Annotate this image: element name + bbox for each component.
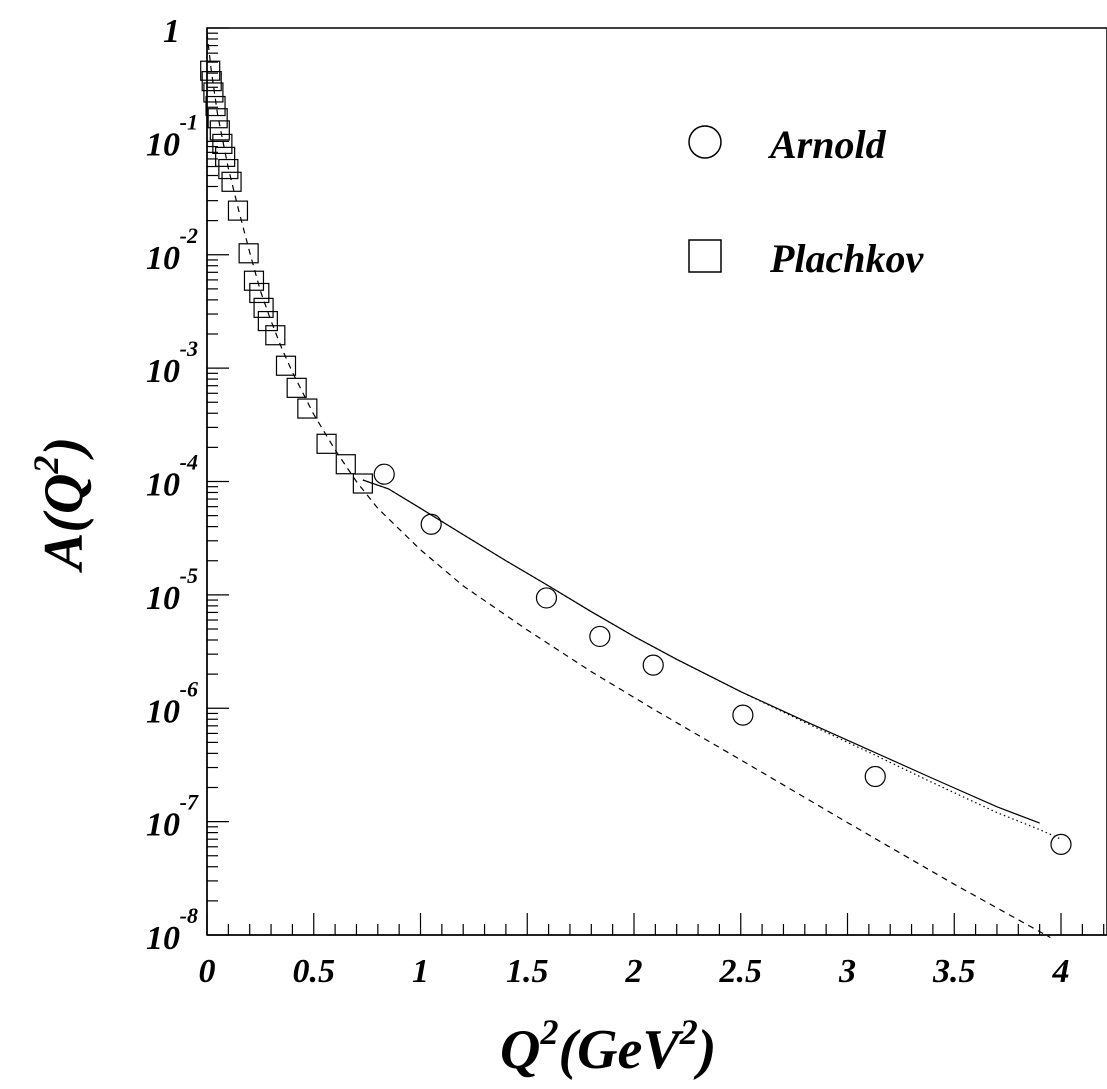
point-plachkov [205, 95, 226, 117]
point-plachkov [212, 133, 233, 155]
point-plachkov [207, 108, 228, 129]
y-tick-exponent: -8 [180, 903, 198, 928]
y-tick-exponent: -7 [180, 790, 199, 815]
y-tick-label: 10 [146, 693, 180, 730]
legend-marker-square [688, 239, 722, 273]
y-tick-label: 10 [146, 807, 180, 844]
x-axis-title: Q2(GeV2) [500, 1012, 716, 1081]
point-plachkov [352, 473, 373, 494]
y-tick-label: 10 [146, 580, 180, 617]
point-plachkov [221, 171, 242, 192]
tick-labels: 0 0.5 1 1.5 2 2.5 3 3.5 4110-110-210-310-410-510… [146, 13, 1070, 990]
point-plachkov [286, 377, 307, 398]
point-plachkov [238, 243, 259, 264]
point-arnold [864, 765, 886, 788]
model-curves [206, 33, 1062, 939]
point-plachkov [209, 120, 230, 141]
axis-ticks [206, 27, 1107, 936]
y-tick-exponent: -5 [180, 563, 198, 588]
point-plachkov [218, 158, 239, 180]
y-tick-label: 10 [146, 126, 180, 163]
point-plachkov [297, 398, 318, 419]
plot-frame [206, 27, 1107, 936]
point-plachkov [316, 433, 337, 454]
x-tick-label: 0 [199, 953, 216, 990]
y-tick-label: 10 [146, 240, 180, 277]
point-arnold [535, 587, 558, 609]
point-plachkov [243, 270, 265, 291]
point-arnold [373, 463, 395, 485]
x-tick-label: 3 [838, 953, 856, 990]
point-plachkov [203, 82, 224, 103]
point-arnold [420, 513, 442, 535]
y-tick-label: 10 [146, 353, 180, 390]
legend-marker-circle [688, 125, 722, 159]
point-plachkov [249, 282, 270, 304]
y-tick-exponent: -2 [180, 223, 198, 248]
legend-label-plachkov: Plachkov [769, 236, 925, 281]
point-plachkov [227, 200, 249, 221]
point-plachkov [215, 146, 236, 167]
point-arnold [732, 704, 754, 726]
y-tick-label: 10 [146, 920, 180, 957]
x-tick-label: 2.5 [719, 953, 763, 990]
y-tick-label: 10 [146, 467, 180, 504]
legend-label-arnold: Arnold [767, 122, 887, 167]
point-plachkov [335, 454, 356, 475]
point-arnold [642, 654, 664, 676]
x-tick-label: 1.5 [506, 953, 549, 990]
y-tick-label: 1 [163, 13, 180, 50]
x-tick-label: 1 [412, 953, 429, 990]
x-tick-label: 4 [1052, 953, 1070, 990]
y-tick-exponent: -4 [180, 450, 198, 475]
curve-dashed [206, 33, 1051, 939]
y-tick-exponent: -3 [180, 336, 198, 361]
point-arnold [589, 625, 611, 648]
point-plachkov [253, 297, 274, 318]
point-plachkov [200, 60, 221, 81]
point-plachkov [257, 310, 278, 332]
y-axis-title: A(Q2) [26, 437, 95, 573]
curve-solid [362, 479, 1040, 824]
y-tick-exponent: -6 [180, 676, 198, 701]
legend: Arnold Plachkov [688, 122, 925, 281]
point-arnold [1050, 833, 1072, 855]
point-plachkov [201, 71, 222, 92]
data-markers [200, 60, 1072, 855]
point-plachkov [275, 355, 297, 376]
x-tick-label: 3.5 [932, 953, 976, 990]
y-tick-exponent: -1 [180, 109, 198, 134]
x-tick-label: 0.5 [293, 953, 336, 990]
x-tick-label: 2 [625, 953, 643, 990]
curve-dotted [362, 479, 1062, 840]
point-plachkov [265, 325, 286, 346]
